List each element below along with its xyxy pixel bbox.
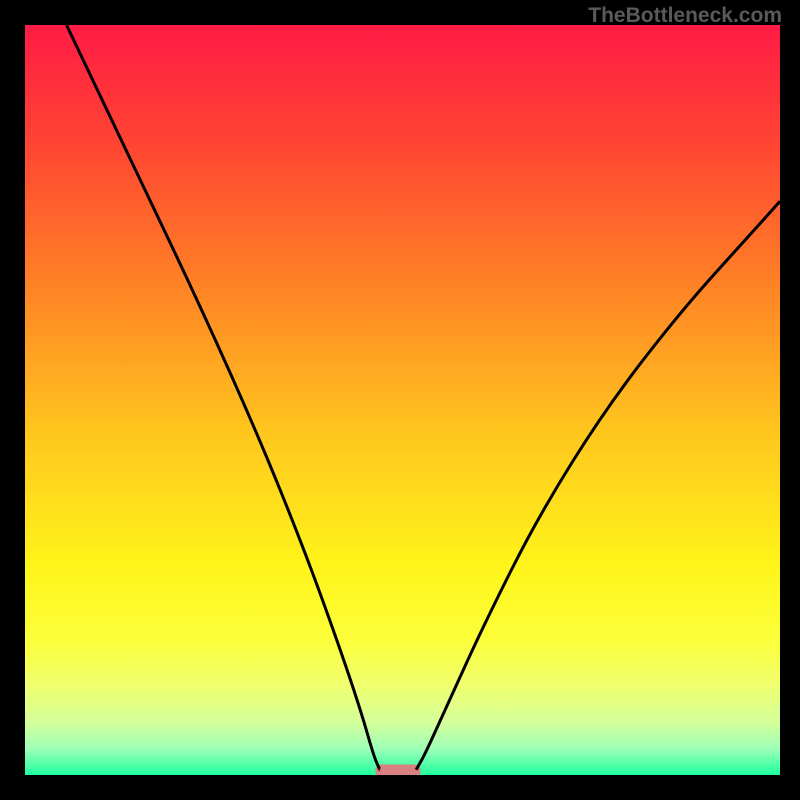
curve-left-branch (67, 25, 380, 770)
curve-right-branch (416, 201, 780, 770)
plot-area (25, 25, 780, 775)
optimal-marker (375, 765, 420, 776)
watermark-text: TheBottleneck.com (588, 4, 782, 28)
bottleneck-curve (25, 25, 780, 775)
